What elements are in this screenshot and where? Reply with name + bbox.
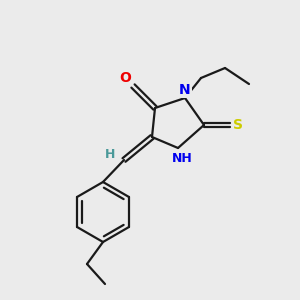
Text: N: N [179, 83, 191, 97]
Text: NH: NH [172, 152, 192, 164]
Text: H: H [105, 148, 115, 161]
Text: S: S [233, 118, 243, 132]
Text: O: O [119, 71, 131, 85]
